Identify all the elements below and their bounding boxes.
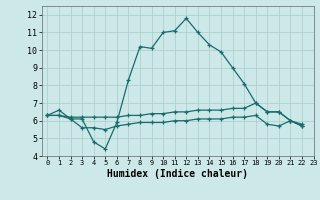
X-axis label: Humidex (Indice chaleur): Humidex (Indice chaleur) bbox=[107, 169, 248, 179]
